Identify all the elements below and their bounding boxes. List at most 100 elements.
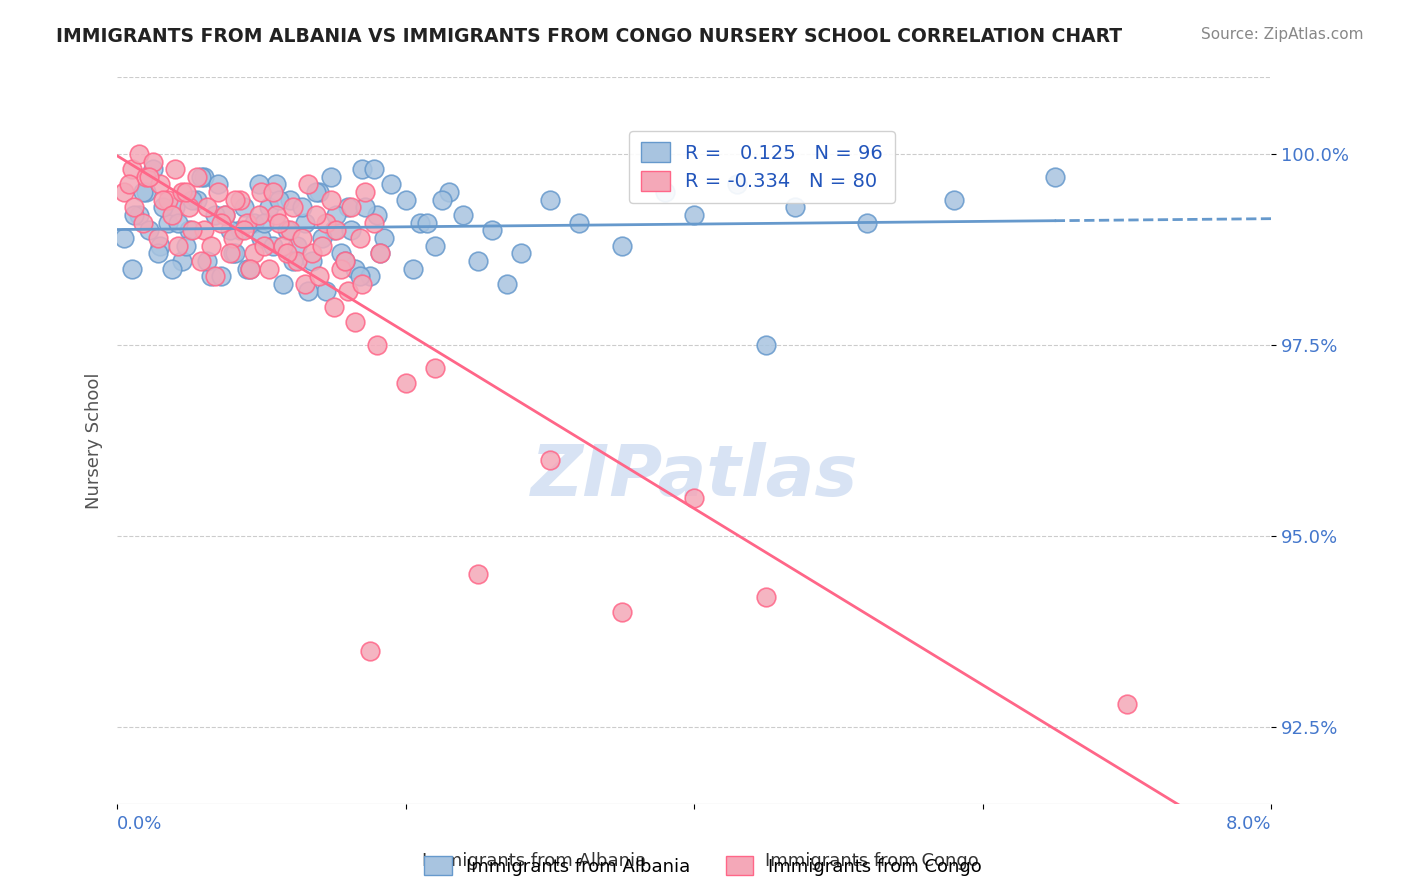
Text: Source: ZipAtlas.com: Source: ZipAtlas.com bbox=[1201, 27, 1364, 42]
Point bbox=[359, 269, 381, 284]
Point bbox=[349, 231, 371, 245]
Point bbox=[395, 193, 418, 207]
Point bbox=[132, 185, 155, 199]
Point bbox=[354, 200, 377, 214]
Point bbox=[301, 253, 323, 268]
Point bbox=[354, 185, 377, 199]
Point bbox=[467, 567, 489, 582]
Point bbox=[294, 277, 316, 291]
Point bbox=[207, 178, 229, 192]
Point bbox=[301, 246, 323, 260]
Point bbox=[163, 200, 186, 214]
Point bbox=[467, 253, 489, 268]
Point bbox=[257, 261, 280, 276]
Text: ZIPatlas: ZIPatlas bbox=[530, 442, 858, 511]
Point bbox=[329, 261, 352, 276]
Point bbox=[138, 223, 160, 237]
Point bbox=[368, 246, 391, 260]
Point bbox=[340, 223, 363, 237]
Point bbox=[186, 193, 208, 207]
Point bbox=[200, 269, 222, 284]
Point bbox=[333, 253, 356, 268]
Point bbox=[538, 193, 561, 207]
Point bbox=[437, 185, 460, 199]
Point bbox=[193, 169, 215, 184]
Point bbox=[340, 200, 363, 214]
Text: Immigrants from Albania: Immigrants from Albania bbox=[422, 852, 647, 870]
Point bbox=[495, 277, 517, 291]
Point bbox=[402, 261, 425, 276]
Point bbox=[247, 208, 270, 222]
Point bbox=[229, 223, 252, 237]
Point bbox=[344, 261, 367, 276]
Point bbox=[253, 238, 276, 252]
Point bbox=[229, 193, 252, 207]
Point bbox=[329, 246, 352, 260]
Point bbox=[333, 253, 356, 268]
Point bbox=[311, 231, 333, 245]
Point bbox=[276, 223, 298, 237]
Point bbox=[193, 223, 215, 237]
Point bbox=[138, 169, 160, 184]
Point bbox=[172, 185, 194, 199]
Point bbox=[610, 238, 633, 252]
Point bbox=[416, 216, 439, 230]
Point bbox=[336, 285, 359, 299]
Point bbox=[239, 261, 262, 276]
Point bbox=[156, 216, 179, 230]
Point bbox=[209, 269, 232, 284]
Point bbox=[135, 169, 157, 184]
Point bbox=[308, 185, 330, 199]
Point bbox=[363, 216, 385, 230]
Point bbox=[124, 200, 146, 214]
Point bbox=[221, 246, 243, 260]
Point bbox=[124, 208, 146, 222]
Point bbox=[239, 261, 262, 276]
Point bbox=[186, 169, 208, 184]
Point bbox=[181, 223, 204, 237]
Point bbox=[278, 223, 301, 237]
Point bbox=[179, 200, 201, 214]
Point bbox=[291, 231, 314, 245]
Text: 0.0%: 0.0% bbox=[117, 815, 163, 833]
Point bbox=[257, 200, 280, 214]
Point bbox=[308, 269, 330, 284]
Point bbox=[204, 208, 226, 222]
Point bbox=[510, 246, 533, 260]
Point bbox=[209, 216, 232, 230]
Point bbox=[179, 223, 201, 237]
Point bbox=[224, 246, 246, 260]
Point bbox=[755, 590, 778, 604]
Point bbox=[366, 208, 388, 222]
Point bbox=[112, 185, 135, 199]
Point bbox=[319, 193, 342, 207]
Point bbox=[166, 216, 188, 230]
Point bbox=[283, 253, 305, 268]
Point bbox=[319, 169, 342, 184]
Point bbox=[368, 246, 391, 260]
Point bbox=[128, 208, 150, 222]
Point bbox=[195, 253, 218, 268]
Point bbox=[160, 261, 183, 276]
Point bbox=[146, 231, 169, 245]
Point bbox=[142, 154, 165, 169]
Point bbox=[195, 200, 218, 214]
Point bbox=[610, 606, 633, 620]
Point bbox=[152, 200, 174, 214]
Point bbox=[683, 208, 706, 222]
Point bbox=[156, 193, 179, 207]
Point bbox=[233, 223, 256, 237]
Point bbox=[200, 238, 222, 252]
Point bbox=[409, 216, 432, 230]
Point bbox=[243, 216, 266, 230]
Point bbox=[315, 285, 337, 299]
Point bbox=[163, 162, 186, 177]
Point bbox=[207, 185, 229, 199]
Point bbox=[568, 216, 591, 230]
Point bbox=[132, 216, 155, 230]
Point bbox=[423, 360, 446, 375]
Point bbox=[291, 200, 314, 214]
Point bbox=[135, 185, 157, 199]
Point bbox=[287, 238, 309, 252]
Point bbox=[149, 238, 172, 252]
